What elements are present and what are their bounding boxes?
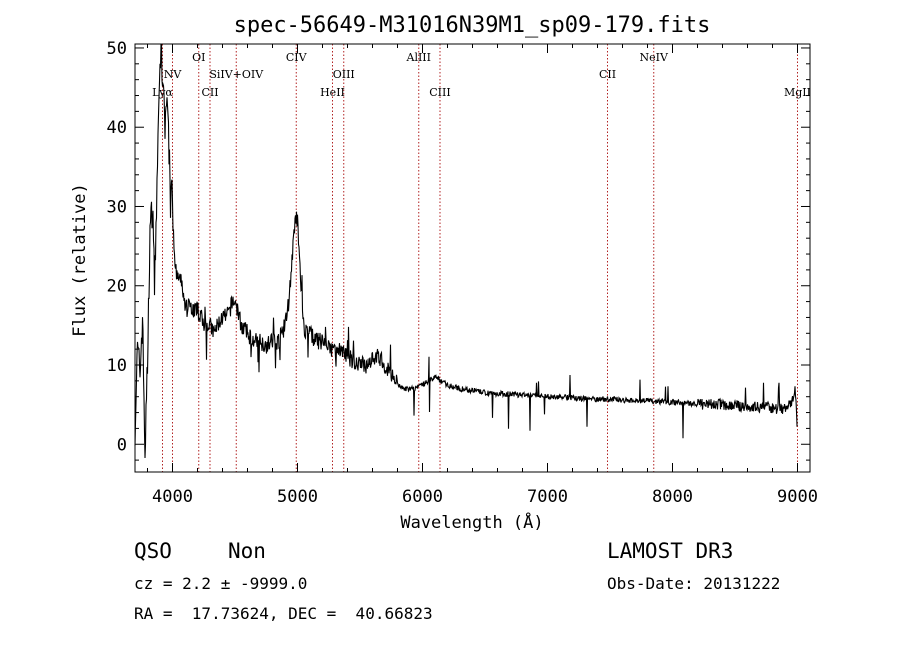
y-axis-ticks: 0 10 20 30 40 50 xyxy=(107,39,810,461)
x-tick-label-0: 4000 xyxy=(152,487,193,507)
line-label-1: NV xyxy=(164,68,183,81)
line-label-12: MgII xyxy=(784,86,811,99)
x-tick-label-5: 9000 xyxy=(777,487,818,507)
line-label-3: CII xyxy=(201,86,218,99)
chart-title: spec-56649-M31016N39M1_sp09-179.fits xyxy=(234,13,711,38)
emission-line-markers xyxy=(162,44,798,472)
survey-name: LAMOST DR3 xyxy=(607,539,734,563)
spectrum-series xyxy=(134,43,798,459)
line-label-9: CIII xyxy=(429,86,450,99)
x-axis-ticks: 4000 5000 6000 7000 8000 9000 xyxy=(147,44,818,507)
coordinates-readout: RA = 17.73624, DEC = 40.66823 xyxy=(134,604,433,623)
x-axis-label: Wavelength (Å) xyxy=(400,511,543,533)
x-tick-label-4: 8000 xyxy=(652,487,693,507)
x-tick-label-3: 7000 xyxy=(527,487,568,507)
x-tick-label-2: 6000 xyxy=(402,487,443,507)
emission-line-labels: Lyα NV OI CII SiIV+OIV CIV HeII OIII AlIII CIII CI… xyxy=(152,51,811,99)
line-label-4: SiIV+OIV xyxy=(209,68,264,81)
y-tick-label-5: 50 xyxy=(107,39,127,59)
line-label-8: AlIII xyxy=(406,51,432,64)
redshift-readout: cz = 2.2 ± -9999.0 xyxy=(134,574,308,593)
y-tick-label-2: 20 xyxy=(107,277,127,297)
y-tick-label-3: 30 xyxy=(107,197,127,217)
x-tick-label-1: 5000 xyxy=(277,487,318,507)
line-label-0: Lyα xyxy=(152,86,173,99)
y-tick-label-0: 0 xyxy=(117,435,127,455)
y-tick-label-4: 40 xyxy=(107,118,127,138)
spectrum-chart: spec-56649-M31016N39M1_sp09-179.fits Lyα… xyxy=(70,13,818,533)
line-label-10: CII xyxy=(599,68,616,81)
y-tick-label-1: 10 xyxy=(107,356,127,376)
line-label-2: OI xyxy=(192,51,205,64)
line-label-7: OIII xyxy=(333,68,355,81)
line-label-5: CIV xyxy=(286,51,308,64)
y-axis-label: Flux (relative) xyxy=(70,183,90,337)
object-class: QSO xyxy=(134,539,172,563)
object-subclass: Non xyxy=(228,539,266,563)
observation-date: Obs-Date: 20131222 xyxy=(607,574,781,593)
line-label-11: NeIV xyxy=(640,51,669,64)
line-label-6: HeII xyxy=(320,86,345,99)
